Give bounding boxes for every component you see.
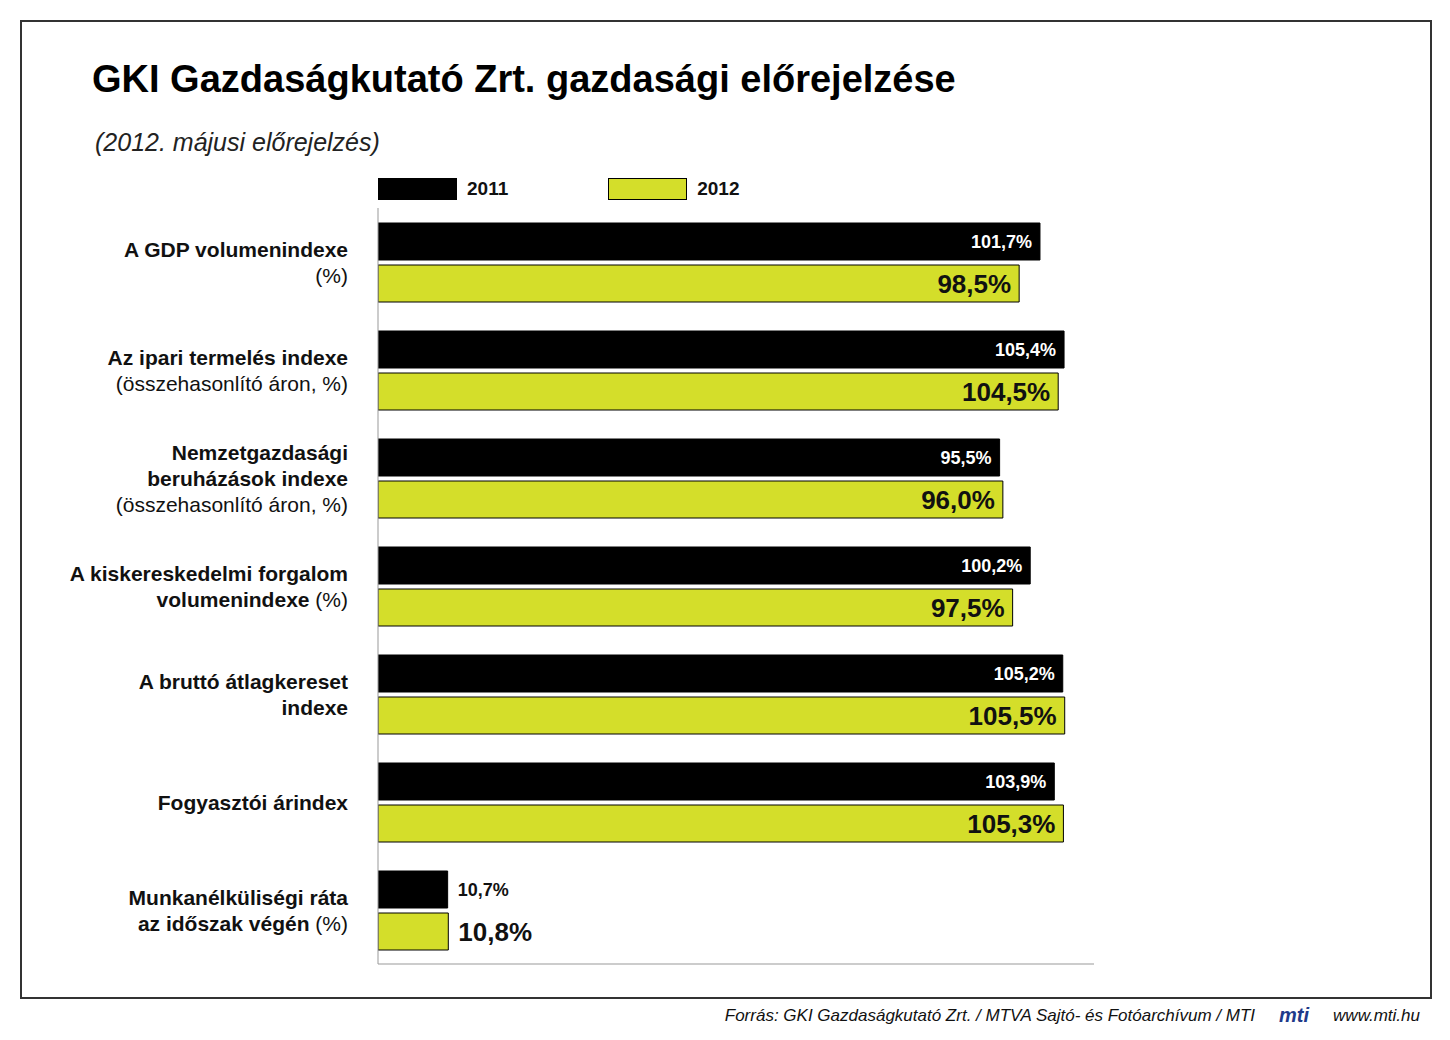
svg-text:104,5%: 104,5% — [962, 377, 1050, 407]
svg-text:Nemzetgazdasági: Nemzetgazdasági — [172, 441, 348, 464]
svg-text:Az ipari termelés indexe: Az ipari termelés indexe — [108, 346, 348, 369]
html-text:2012: 2012 — [697, 178, 740, 199]
svg-text:97,5%: 97,5% — [931, 593, 1005, 623]
svg-text:(%): (%) — [315, 264, 348, 287]
svg-text:(összehasonlító áron, %): (összehasonlító áron, %) — [116, 493, 348, 516]
svg-text:indexe: indexe — [281, 696, 348, 719]
svg-text:95,5%: 95,5% — [941, 448, 992, 468]
svg-text:105,3%: 105,3% — [967, 809, 1055, 839]
svg-text:A bruttó átlagkereset: A bruttó átlagkereset — [139, 670, 348, 693]
svg-text:103,9%: 103,9% — [985, 772, 1046, 792]
svg-text:Fogyasztói árindex: Fogyasztói árindex — [158, 791, 349, 814]
html-text:Forrás: GKI Gazdaságkutató Zrt: Forrás: GKI Gazdaságkutató Zrt. / MTVA S… — [724, 1005, 1256, 1025]
svg-text:beruházások indexe: beruházások indexe — [147, 467, 348, 490]
html-text:mti: mti — [1279, 1004, 1310, 1026]
svg-text:98,5%: 98,5% — [937, 269, 1011, 299]
svg-text:101,7%: 101,7% — [971, 232, 1032, 252]
html-text:(2012. májusi előrejelzés): (2012. májusi előrejelzés) — [95, 128, 380, 156]
svg-text:(összehasonlító áron, %): (összehasonlító áron, %) — [116, 372, 348, 395]
svg-text:az időszak végén (%): az időszak végén (%) — [138, 912, 348, 935]
svg-text:100,2%: 100,2% — [961, 556, 1022, 576]
html-text:www.mti.hu: www.mti.hu — [1333, 1005, 1420, 1025]
svg-text:volumenindexe (%): volumenindexe (%) — [157, 588, 348, 611]
svg-text:105,4%: 105,4% — [995, 340, 1056, 360]
svg-text:A kiskereskedelmi forgalom: A kiskereskedelmi forgalom — [70, 562, 348, 585]
svg-text:Munkanélküliségi ráta: Munkanélküliségi ráta — [129, 886, 349, 909]
svg-text:105,5%: 105,5% — [969, 701, 1057, 731]
svg-text:105,2%: 105,2% — [994, 664, 1055, 684]
svg-text:A GDP volumenindexe: A GDP volumenindexe — [124, 238, 348, 261]
svg-text:96,0%: 96,0% — [921, 485, 995, 515]
svg-text:10,7%: 10,7% — [458, 880, 509, 900]
html-text:2011: 2011 — [467, 178, 509, 199]
html-text:GKI Gazdaságkutató Zrt. gazdas: GKI Gazdaságkutató Zrt. gazdasági előrej… — [92, 58, 956, 100]
svg-text:10,8%: 10,8% — [458, 917, 532, 947]
